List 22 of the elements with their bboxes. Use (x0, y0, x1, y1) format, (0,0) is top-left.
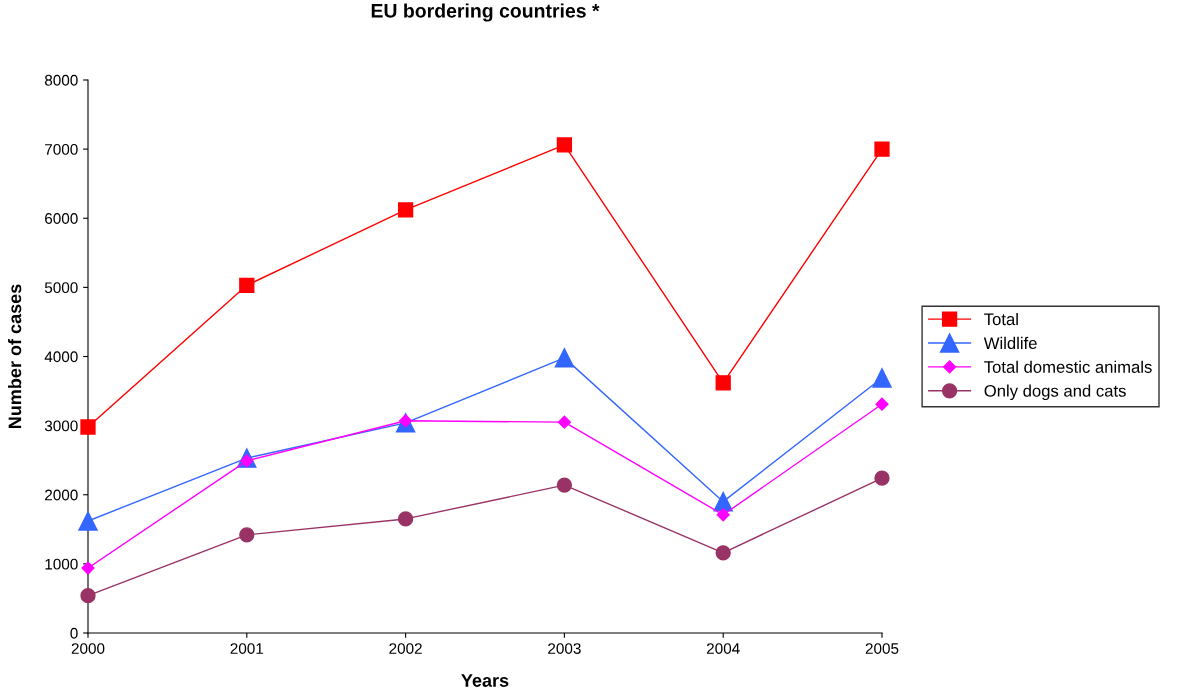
x-tick-label: 2000 (71, 643, 105, 654)
y-tick-label: 3000 (44, 420, 78, 432)
y-tick-label: 4000 (44, 351, 78, 363)
y-axis-title: Number of cases (8, 284, 22, 429)
legend-label: Total domestic animals (984, 360, 1152, 373)
y-tick-label: 0 (70, 627, 78, 639)
legend-label: Total (984, 312, 1018, 326)
legend-label: Wildlife (983, 336, 1037, 350)
y-tick-label: 8000 (44, 74, 78, 86)
y-tick-label: 7000 (45, 143, 78, 155)
chart-title: EU bordering countries * (371, 3, 600, 22)
y-tick-label: 5000 (44, 282, 78, 294)
y-tick-label: 2000 (45, 489, 78, 501)
x-axis-title: Years (461, 674, 509, 687)
y-tick-label: 6000 (45, 213, 78, 224)
y-tick-label: 1000 (45, 558, 78, 570)
x-tick-label: 2001 (230, 643, 264, 654)
legend-label: Only dogs and cats (984, 384, 1126, 401)
x-tick-label: 2004 (706, 643, 740, 654)
x-tick-label: 2005 (865, 643, 899, 654)
x-tick-label: 2003 (548, 643, 581, 654)
x-tick-label: 2002 (389, 643, 422, 654)
